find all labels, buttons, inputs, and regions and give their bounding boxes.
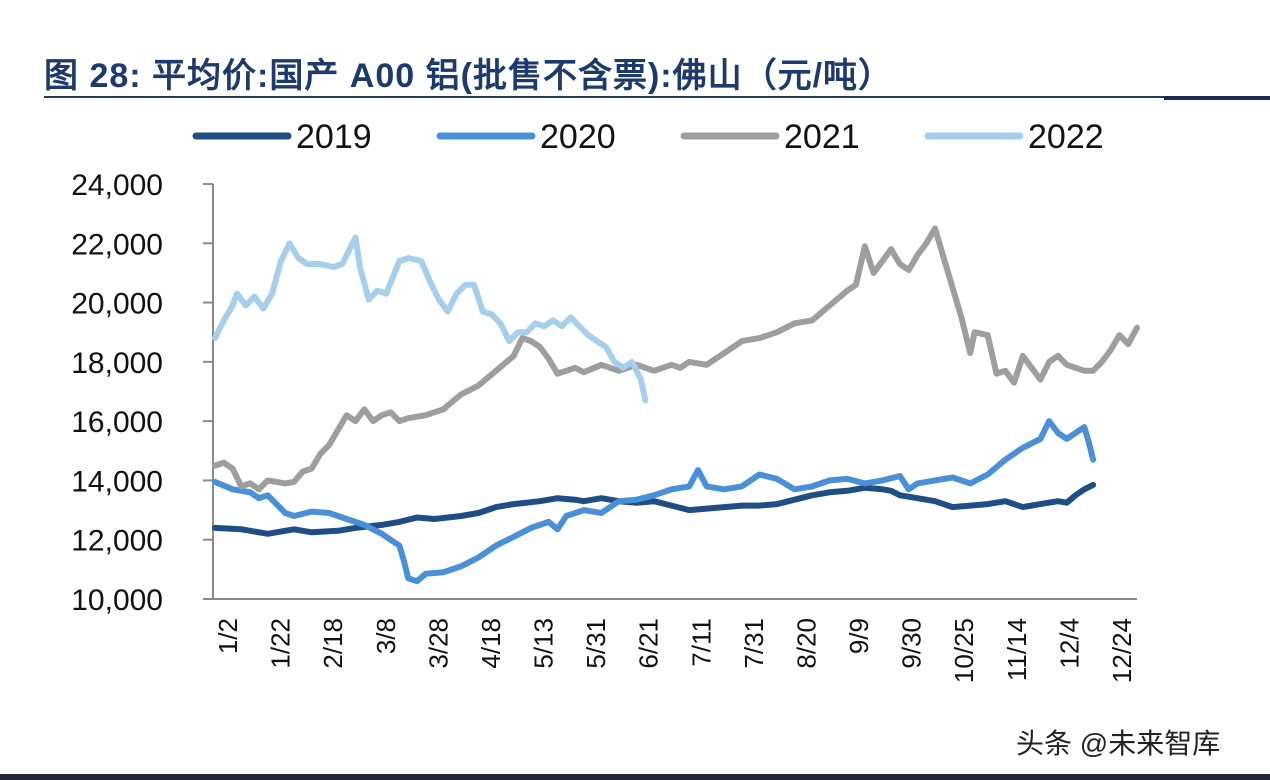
x-tick-label: 7/31: [739, 618, 769, 669]
legend-label-2021: 2021: [784, 118, 860, 156]
x-tick-label: 2/18: [318, 618, 348, 669]
plot-area: [212, 225, 1140, 585]
title-divider-accent: [1164, 96, 1270, 100]
watermark: 头条 @未来智库: [1016, 728, 1221, 759]
title-divider: [44, 96, 1164, 98]
x-tick-label: 1/22: [266, 618, 296, 669]
x-tick-label: 10/25: [949, 618, 979, 683]
y-tick-label: 10,000: [71, 584, 163, 617]
x-tick-label: 8/20: [791, 618, 821, 669]
x-tick-label: 12/4: [1054, 618, 1084, 669]
x-tick-label: 5/13: [529, 618, 559, 669]
x-tick-label: 6/21: [634, 618, 664, 669]
series-line-2019: [212, 481, 1097, 537]
series-line-2020: [212, 418, 1097, 585]
legend: 2019 2020 2021 2022: [192, 118, 1104, 156]
x-tick-label: 5/31: [581, 618, 611, 669]
y-axis: 10,000 12,000 14,000 16,000 18,000 20,000 22,0…: [71, 169, 214, 617]
series-line-2022: [212, 234, 649, 404]
chart-title: 图 28: 平均价:国产 A00 铝(批售不含票):佛山（元/吨）: [44, 57, 894, 95]
x-tick-label: 3/8: [371, 618, 401, 654]
x-axis: 1/2 1/22 2/18 3/8 3/28 4/18 5/13 5/31 6/21 7/11 7/…: [203, 598, 1137, 683]
x-tick-label: 9/30: [897, 618, 927, 669]
x-tick-label: 9/9: [844, 618, 874, 654]
legend-label-2020: 2020: [540, 118, 616, 156]
x-tick-label: 12/24: [1107, 618, 1137, 683]
y-tick-label: 16,000: [71, 406, 163, 439]
y-tick-label: 12,000: [71, 525, 163, 558]
bottom-divider: [0, 774, 1270, 780]
y-tick-label: 22,000: [71, 228, 163, 261]
x-tick-label: 1/2: [213, 618, 243, 654]
y-tick-label: 24,000: [71, 169, 163, 202]
legend-label-2022: 2022: [1028, 118, 1104, 156]
x-tick-label: 7/11: [686, 618, 716, 667]
x-tick-label: 11/14: [1002, 618, 1032, 681]
y-tick-label: 14,000: [71, 465, 163, 498]
legend-label-2019: 2019: [296, 118, 372, 156]
y-tick-label: 20,000: [71, 288, 163, 321]
x-tick-label: 3/28: [423, 618, 453, 669]
x-tick-label: 4/18: [476, 618, 506, 669]
y-tick-label: 18,000: [71, 347, 163, 380]
series-line-2021: [212, 225, 1140, 493]
